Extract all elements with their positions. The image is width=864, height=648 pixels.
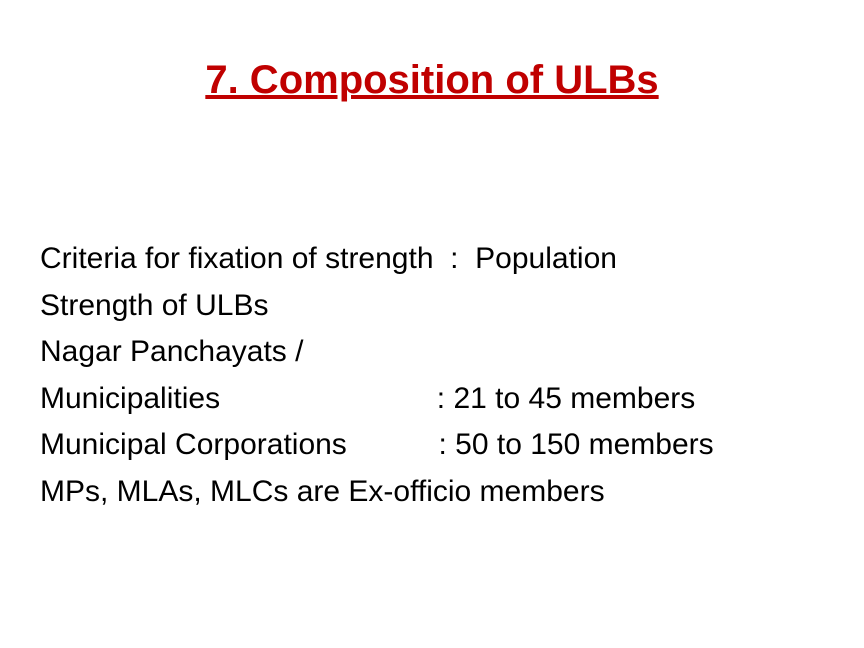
body-line: MPs, MLAs, MLCs are Ex-officio members bbox=[40, 469, 824, 516]
body-line: Nagar Panchayats / bbox=[40, 329, 824, 376]
slide-title: 7. Composition of ULBs bbox=[0, 58, 864, 103]
slide-body: Criteria for fixation of strength : Popu… bbox=[40, 236, 824, 515]
body-line: Municipal Corporations : 50 to 150 membe… bbox=[40, 422, 824, 469]
body-line: Criteria for fixation of strength : Popu… bbox=[40, 236, 824, 283]
body-line: Strength of ULBs bbox=[40, 283, 824, 330]
body-line: Municipalities : 21 to 45 members bbox=[40, 376, 824, 423]
slide: 7. Composition of ULBs Criteria for fixa… bbox=[0, 58, 864, 648]
